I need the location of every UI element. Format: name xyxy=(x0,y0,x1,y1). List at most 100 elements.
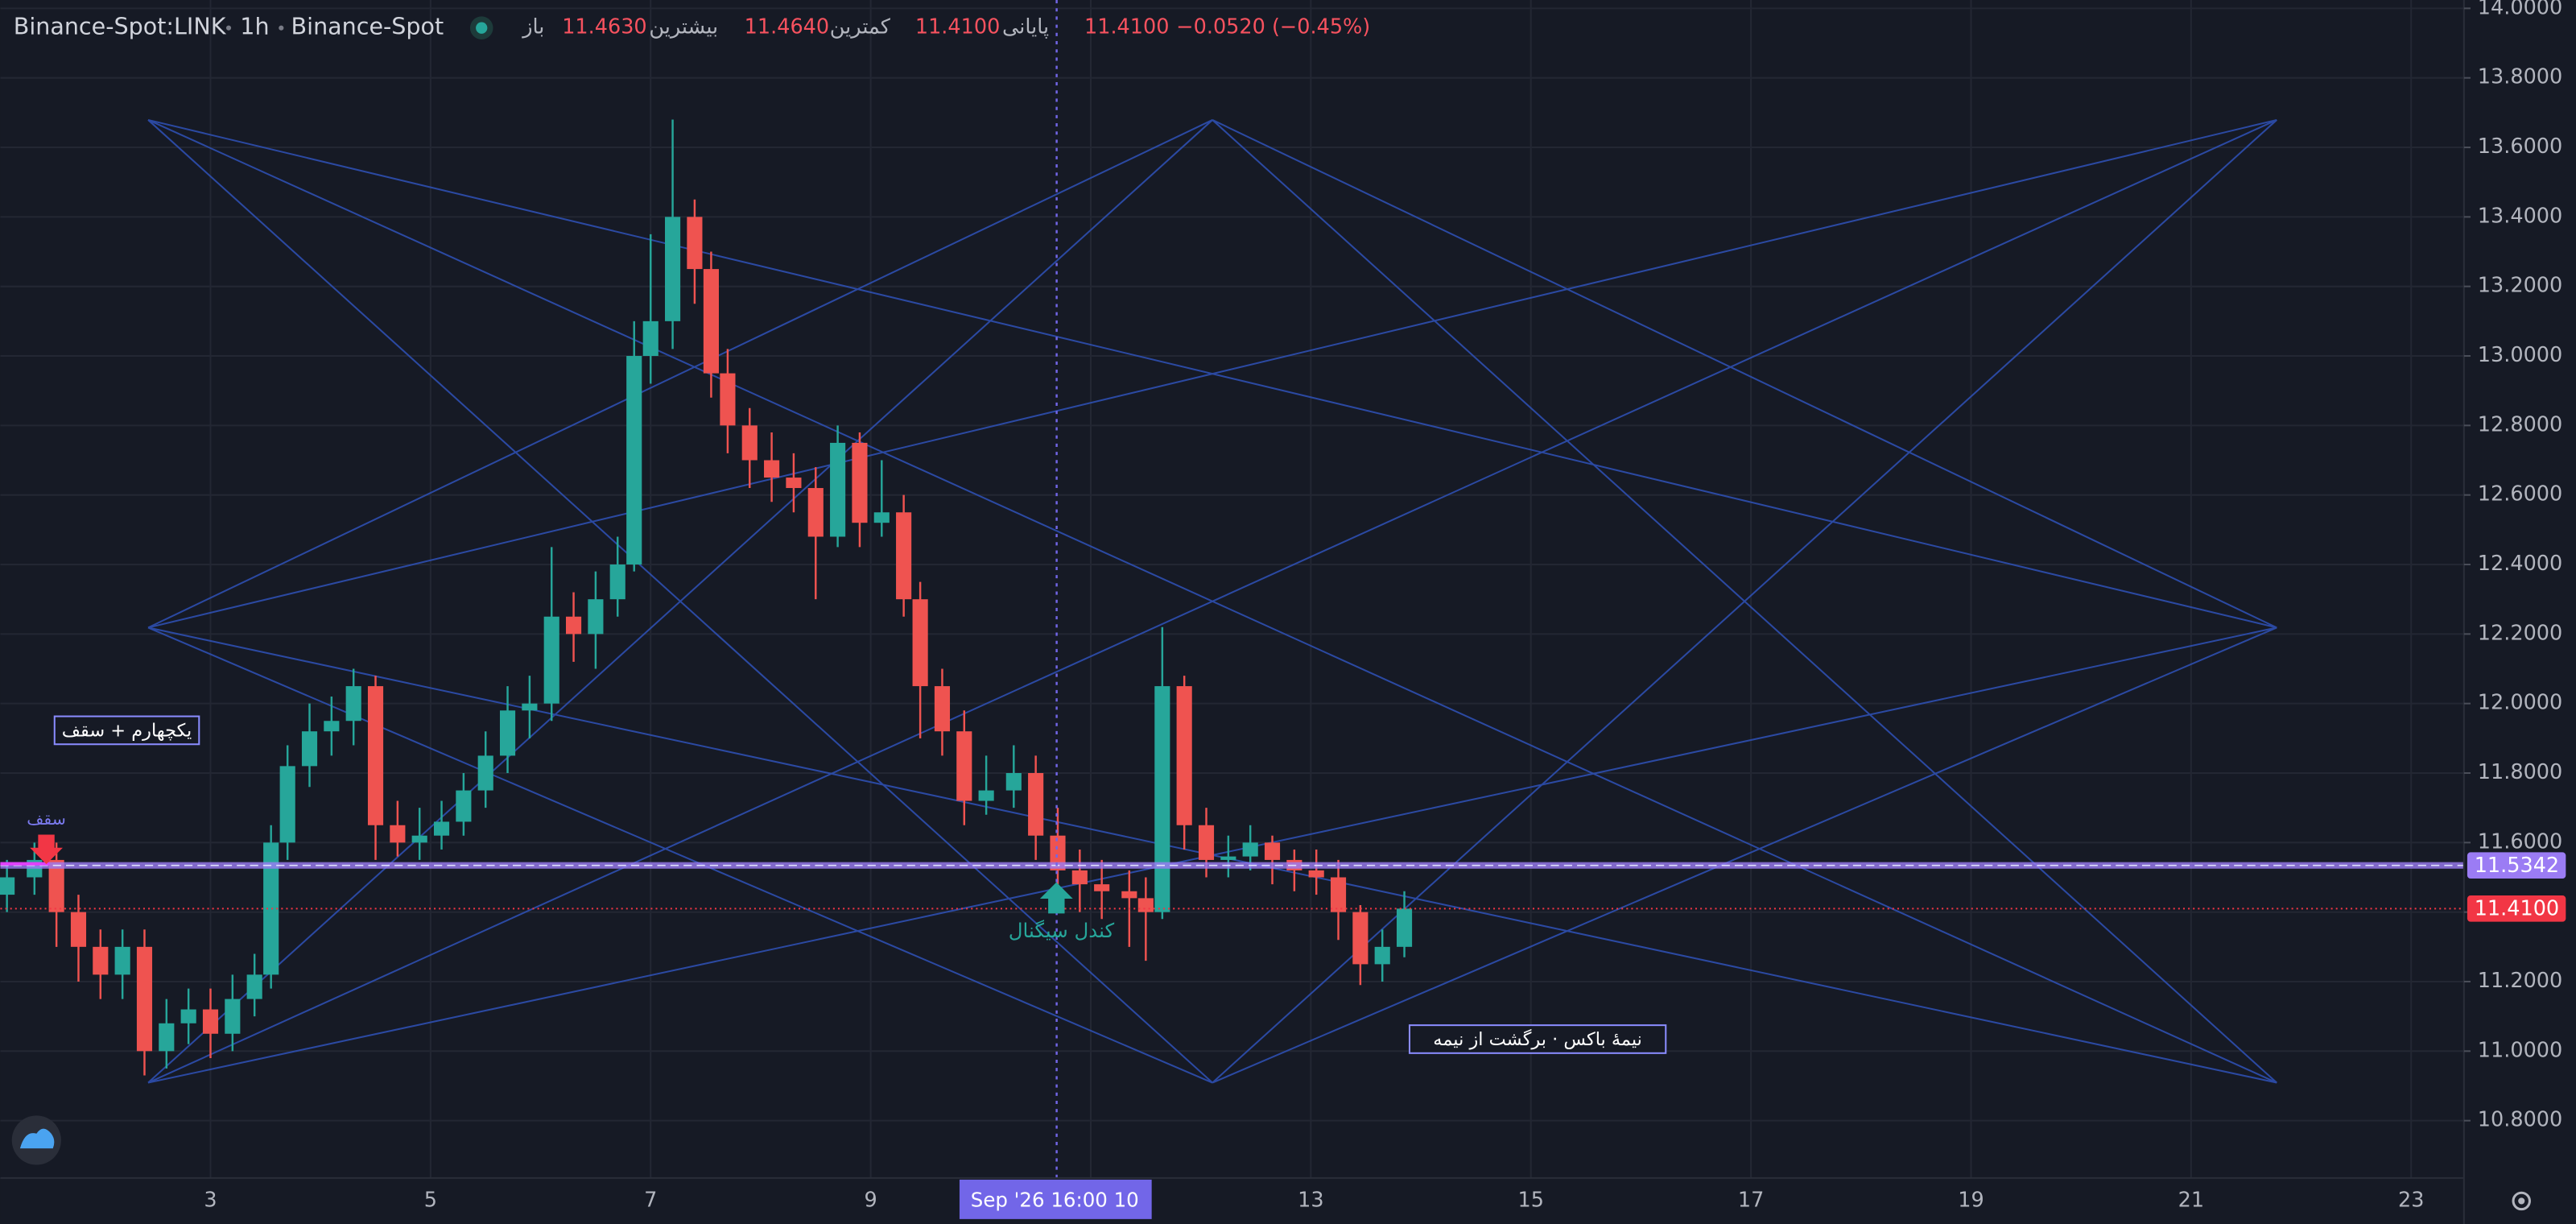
candle-body xyxy=(741,425,758,461)
candles xyxy=(0,119,1413,1076)
candle-body xyxy=(873,512,890,523)
candle-body xyxy=(934,686,951,732)
candle-body xyxy=(345,686,361,722)
y-tick-label: 11.8000 xyxy=(2478,760,2562,784)
settings-icon[interactable] xyxy=(2512,1191,2531,1211)
candle-body xyxy=(499,710,516,756)
x-tick-label: 7 xyxy=(644,1188,657,1212)
candle-body xyxy=(852,442,868,523)
candle-body xyxy=(1198,825,1215,860)
candle-body xyxy=(367,686,384,825)
candle-body xyxy=(522,703,538,711)
candle-body xyxy=(1176,686,1192,825)
ohlc-value: 11.4100 xyxy=(1084,15,1169,39)
candle-body xyxy=(1028,772,1044,836)
candle-body xyxy=(786,478,802,489)
candle-body xyxy=(180,1009,196,1023)
candle-body xyxy=(0,877,15,895)
candle-body xyxy=(665,217,681,321)
logo-cloud xyxy=(19,1128,55,1149)
price-label: 11.4100 xyxy=(2475,896,2559,920)
x-tick-label: 5 xyxy=(424,1188,437,1212)
candle-body xyxy=(1071,870,1088,885)
y-tick-label: 11.2000 xyxy=(2478,969,2562,993)
candle-body xyxy=(202,1009,219,1034)
y-tick-label: 12.6000 xyxy=(2478,482,2562,507)
x-tick-label: 13 xyxy=(1298,1188,1323,1212)
interval: 1h xyxy=(240,13,269,40)
y-tick-label: 12.4000 xyxy=(2478,552,2562,576)
candle-body xyxy=(978,790,994,801)
y-tick-label: 12.8000 xyxy=(2478,412,2562,436)
candle-body xyxy=(477,755,493,791)
y-tick-label: 11.0000 xyxy=(2478,1038,2562,1062)
x-tick-label: 9 xyxy=(864,1188,877,1212)
candle-body xyxy=(642,320,658,357)
candle-body xyxy=(301,731,318,767)
candle-body xyxy=(896,512,912,600)
x-tick-label: 15 xyxy=(1518,1188,1544,1212)
settings-gear[interactable] xyxy=(2512,1191,2531,1211)
pattern-line xyxy=(147,119,1213,1084)
candle-body xyxy=(703,269,719,374)
change: −0.0520 (−0.45%) xyxy=(1176,15,1370,39)
symbol: Binance-Spot:LINK xyxy=(14,13,227,40)
pattern-line xyxy=(147,626,1213,1084)
overlay: یکچهارم + سقف سقف کندل سیگنال نیمهٔ باکس · … xyxy=(0,0,2464,1178)
x-tick-label: 3 xyxy=(204,1188,217,1212)
status-dot xyxy=(476,22,488,34)
ohlc-label: باز xyxy=(521,15,544,39)
candle-body xyxy=(279,766,295,843)
down-arrow xyxy=(30,834,63,865)
candle-body xyxy=(588,599,604,635)
candle-body xyxy=(687,217,703,270)
settings-gear-center[interactable] xyxy=(2518,1197,2525,1205)
pattern-line xyxy=(147,119,2277,1084)
y-tick-label: 14.0000 xyxy=(2478,0,2562,19)
candle-body xyxy=(830,442,846,537)
crosshair-label: Sep '26 16:00 10 xyxy=(971,1188,1139,1211)
candle-body xyxy=(1352,912,1368,965)
annotation-box xyxy=(1408,1024,1667,1054)
candle-body xyxy=(411,835,427,843)
y-tick-label: 13.4000 xyxy=(2478,204,2562,228)
candle-body xyxy=(720,373,736,426)
exchange: Binance-Spot xyxy=(291,13,444,40)
candle-body xyxy=(609,564,625,600)
candle-body xyxy=(390,825,406,843)
candle-body xyxy=(764,460,780,478)
candle-body xyxy=(70,912,87,947)
candle-body xyxy=(1050,835,1066,870)
price-label: 11.5342 xyxy=(2475,854,2559,878)
ohlc-label: کمترین xyxy=(830,15,891,39)
ohlc-label: پایانی xyxy=(1002,15,1049,39)
x-tick-label: 19 xyxy=(1958,1188,1984,1212)
candle-body xyxy=(1330,877,1347,912)
candle-body xyxy=(114,946,130,975)
x-tick-label: 21 xyxy=(2178,1188,2204,1212)
candle-body xyxy=(225,999,241,1034)
candle-body xyxy=(324,721,340,732)
y-tick-label: 13.8000 xyxy=(2478,65,2562,89)
pattern-line xyxy=(1212,119,2277,629)
y-tick-label: 12.0000 xyxy=(2478,691,2562,715)
candle-body xyxy=(543,616,559,704)
candle-body xyxy=(246,974,262,999)
candle-body xyxy=(565,616,582,635)
y-tick-label: 13.2000 xyxy=(2478,274,2562,298)
pattern-line xyxy=(147,118,2277,629)
candle-body xyxy=(1121,891,1137,899)
candle-body xyxy=(263,842,279,975)
candle-body xyxy=(1396,908,1413,947)
drawing-pattern xyxy=(147,118,2277,1084)
annotation-box xyxy=(53,715,200,746)
y-tick-label: 11.6000 xyxy=(2478,829,2562,854)
candle-body xyxy=(956,731,972,801)
separator-dot xyxy=(225,25,232,31)
candle-body xyxy=(93,946,109,975)
pattern-line xyxy=(1212,626,2277,1084)
x-tick-label: 23 xyxy=(2398,1188,2424,1212)
